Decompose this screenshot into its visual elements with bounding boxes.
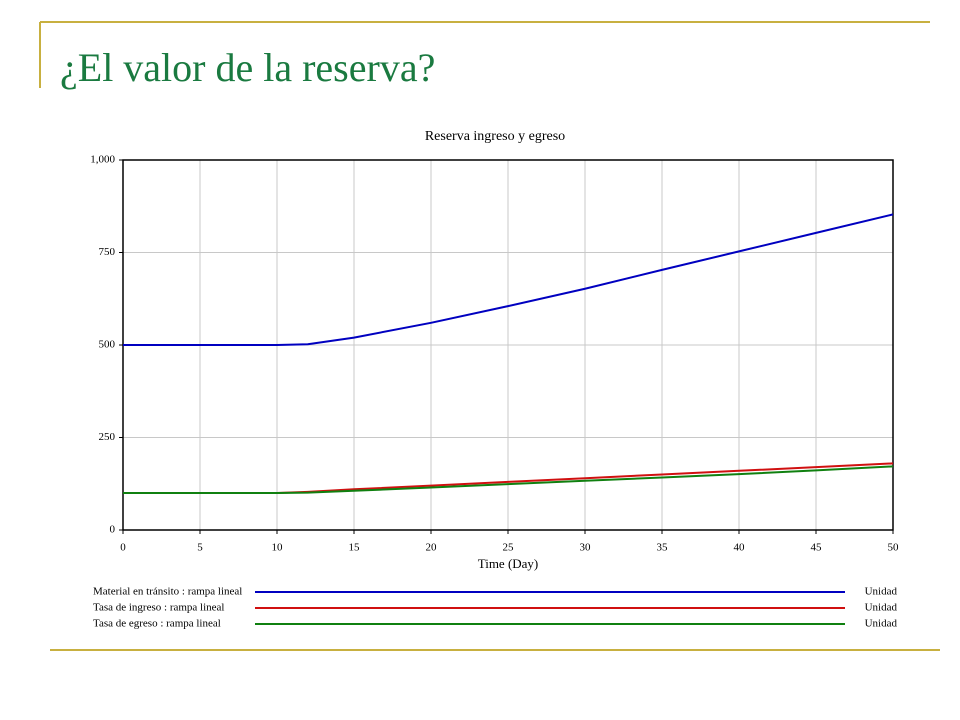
legend-label: Tasa de egreso : rampa lineal <box>93 618 221 630</box>
legend-label: Material en tránsito : rampa lineal <box>93 586 242 598</box>
x-tick-label: 25 <box>503 542 515 554</box>
x-tick-label: 40 <box>734 542 746 554</box>
x-tick-label: 20 <box>426 542 438 554</box>
x-tick-label: 45 <box>811 542 823 554</box>
chart-title: Reserva ingreso y egreso <box>425 129 565 144</box>
x-tick-label: 30 <box>580 542 592 554</box>
x-tick-label: 0 <box>120 542 126 554</box>
y-tick-label: 500 <box>99 339 116 351</box>
x-tick-label: 35 <box>657 542 669 554</box>
series-line <box>123 465 894 494</box>
slide-title: ¿El valor de la reserva? <box>60 45 435 90</box>
legend-label: Tasa de ingreso : rampa lineal <box>93 602 224 614</box>
legend-unit: Unidad <box>865 586 898 598</box>
series-line <box>123 213 894 346</box>
legend-unit: Unidad <box>865 618 898 630</box>
x-axis-label: Time (Day) <box>478 556 539 571</box>
y-tick-label: 250 <box>99 431 116 443</box>
x-tick-label: 50 <box>888 542 900 554</box>
y-tick-label: 1,000 <box>90 154 115 166</box>
y-tick-label: 750 <box>99 246 116 258</box>
x-tick-label: 15 <box>349 542 361 554</box>
y-tick-label: 0 <box>110 524 116 536</box>
x-tick-label: 10 <box>272 542 284 554</box>
x-tick-label: 5 <box>197 542 203 554</box>
legend-unit: Unidad <box>865 602 898 614</box>
